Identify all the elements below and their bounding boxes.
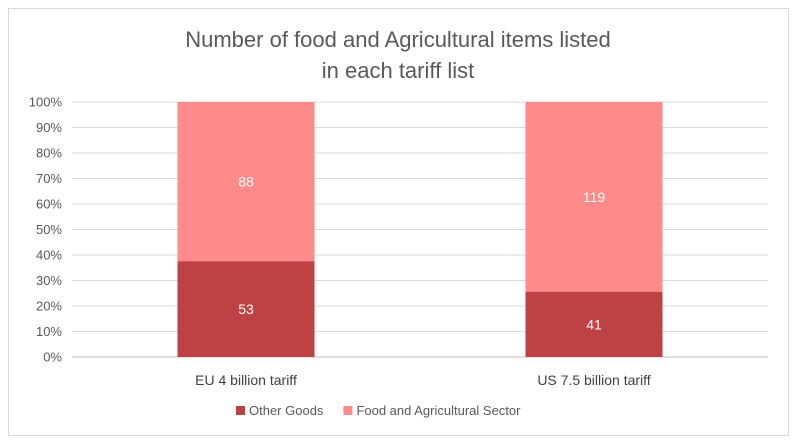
data-label: 41 [586, 316, 602, 332]
y-tick-label: 20% [36, 299, 62, 314]
y-tick-label: 60% [36, 197, 62, 212]
bar-segment-other-goods [525, 291, 663, 357]
x-category-label: EU 4 billion tariff [195, 372, 297, 388]
bar-segment-food-agri [525, 102, 663, 292]
y-tick-label: 70% [36, 171, 62, 186]
y-tick-label: 90% [36, 120, 62, 135]
y-tick-label: 40% [36, 248, 62, 263]
chart-title-line-1: Number of food and Agricultural items li… [185, 27, 611, 52]
data-label: 53 [238, 301, 254, 317]
y-tick-label: 30% [36, 273, 62, 288]
y-tick-label: 50% [36, 222, 62, 237]
y-tick-label: 10% [36, 324, 62, 339]
data-label: 119 [583, 189, 606, 205]
legend-label: Food and Agricultural Sector [356, 403, 521, 418]
y-tick-label: 0% [43, 350, 62, 365]
legend-label: Other Goods [249, 403, 324, 418]
legend-swatch [236, 406, 245, 415]
chart-frame [8, 8, 789, 436]
chart-title-line-2: in each tariff list [322, 58, 474, 83]
data-label: 88 [238, 174, 254, 190]
bar-segment-other-goods [177, 261, 315, 357]
y-tick-label: 100% [29, 95, 63, 110]
y-tick-label: 80% [36, 146, 62, 161]
x-category-label: US 7.5 billion tariff [537, 372, 650, 388]
legend-swatch [343, 406, 353, 415]
bar-segment-food-agri [177, 102, 315, 262]
